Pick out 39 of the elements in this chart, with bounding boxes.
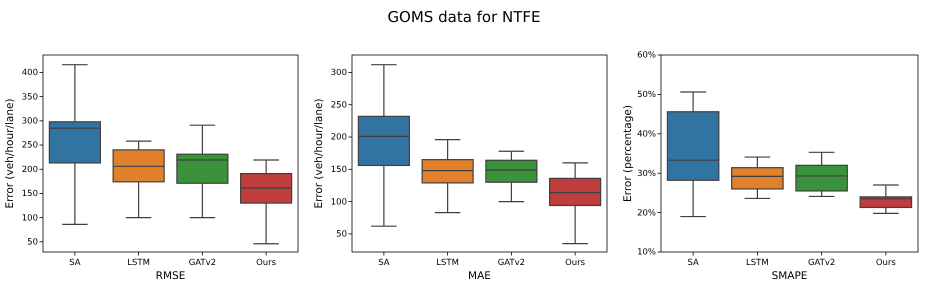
y-tick-label: 50% — [637, 90, 656, 100]
x-axis-title: RMSE — [156, 270, 186, 282]
y-tick-label: 150 — [22, 189, 38, 200]
y-axis-title: Error (veh/hour/lane) — [4, 98, 16, 209]
x-tick-label: GATv2 — [808, 258, 836, 268]
y-axis-title: Error (veh/hour/lane) — [313, 98, 325, 209]
y-tick-label: 400 — [22, 68, 38, 78]
y-tick-label: 300 — [330, 68, 347, 78]
y-tick-label: 350 — [22, 92, 38, 102]
y-tick-label: 200 — [22, 164, 38, 175]
y-tick-label: 150 — [330, 165, 347, 176]
y-axis-title: Error (percentage) — [622, 105, 634, 202]
y-tick-label: 250 — [330, 100, 347, 110]
y-tick-label: 10% — [637, 248, 656, 258]
x-tick-label: SA — [69, 258, 81, 268]
x-tick-label: SA — [378, 258, 390, 268]
y-tick-label: 250 — [22, 140, 38, 151]
x-tick-label: Ours — [256, 258, 277, 268]
y-tick-label: 300 — [22, 116, 38, 127]
y-tick-label: 100 — [330, 197, 347, 208]
y-tick-label: 50 — [27, 238, 38, 248]
y-tick-label: 30% — [637, 168, 656, 179]
y-tick-label: 50 — [336, 230, 347, 240]
y-tick-label: 20% — [637, 208, 656, 218]
x-tick-label: SA — [687, 258, 699, 268]
y-tick-label: 60% — [637, 50, 656, 61]
chart-title: GOMS data for NTFE — [387, 8, 541, 26]
x-axis-title: MAE — [468, 270, 491, 282]
x-axis-title: SMAPE — [772, 270, 808, 282]
x-tick-label: LSTM — [127, 258, 150, 268]
x-tick-label: LSTM — [436, 258, 459, 268]
y-tick-label: 200 — [330, 132, 347, 143]
x-tick-label: Ours — [876, 258, 896, 268]
x-tick-label: GATv2 — [188, 258, 216, 268]
y-tick-label: 40% — [637, 130, 656, 140]
x-tick-label: Ours — [565, 258, 586, 268]
x-tick-label: LSTM — [746, 258, 769, 268]
x-tick-label: GATv2 — [498, 258, 526, 268]
y-tick-label: 100 — [22, 213, 38, 224]
